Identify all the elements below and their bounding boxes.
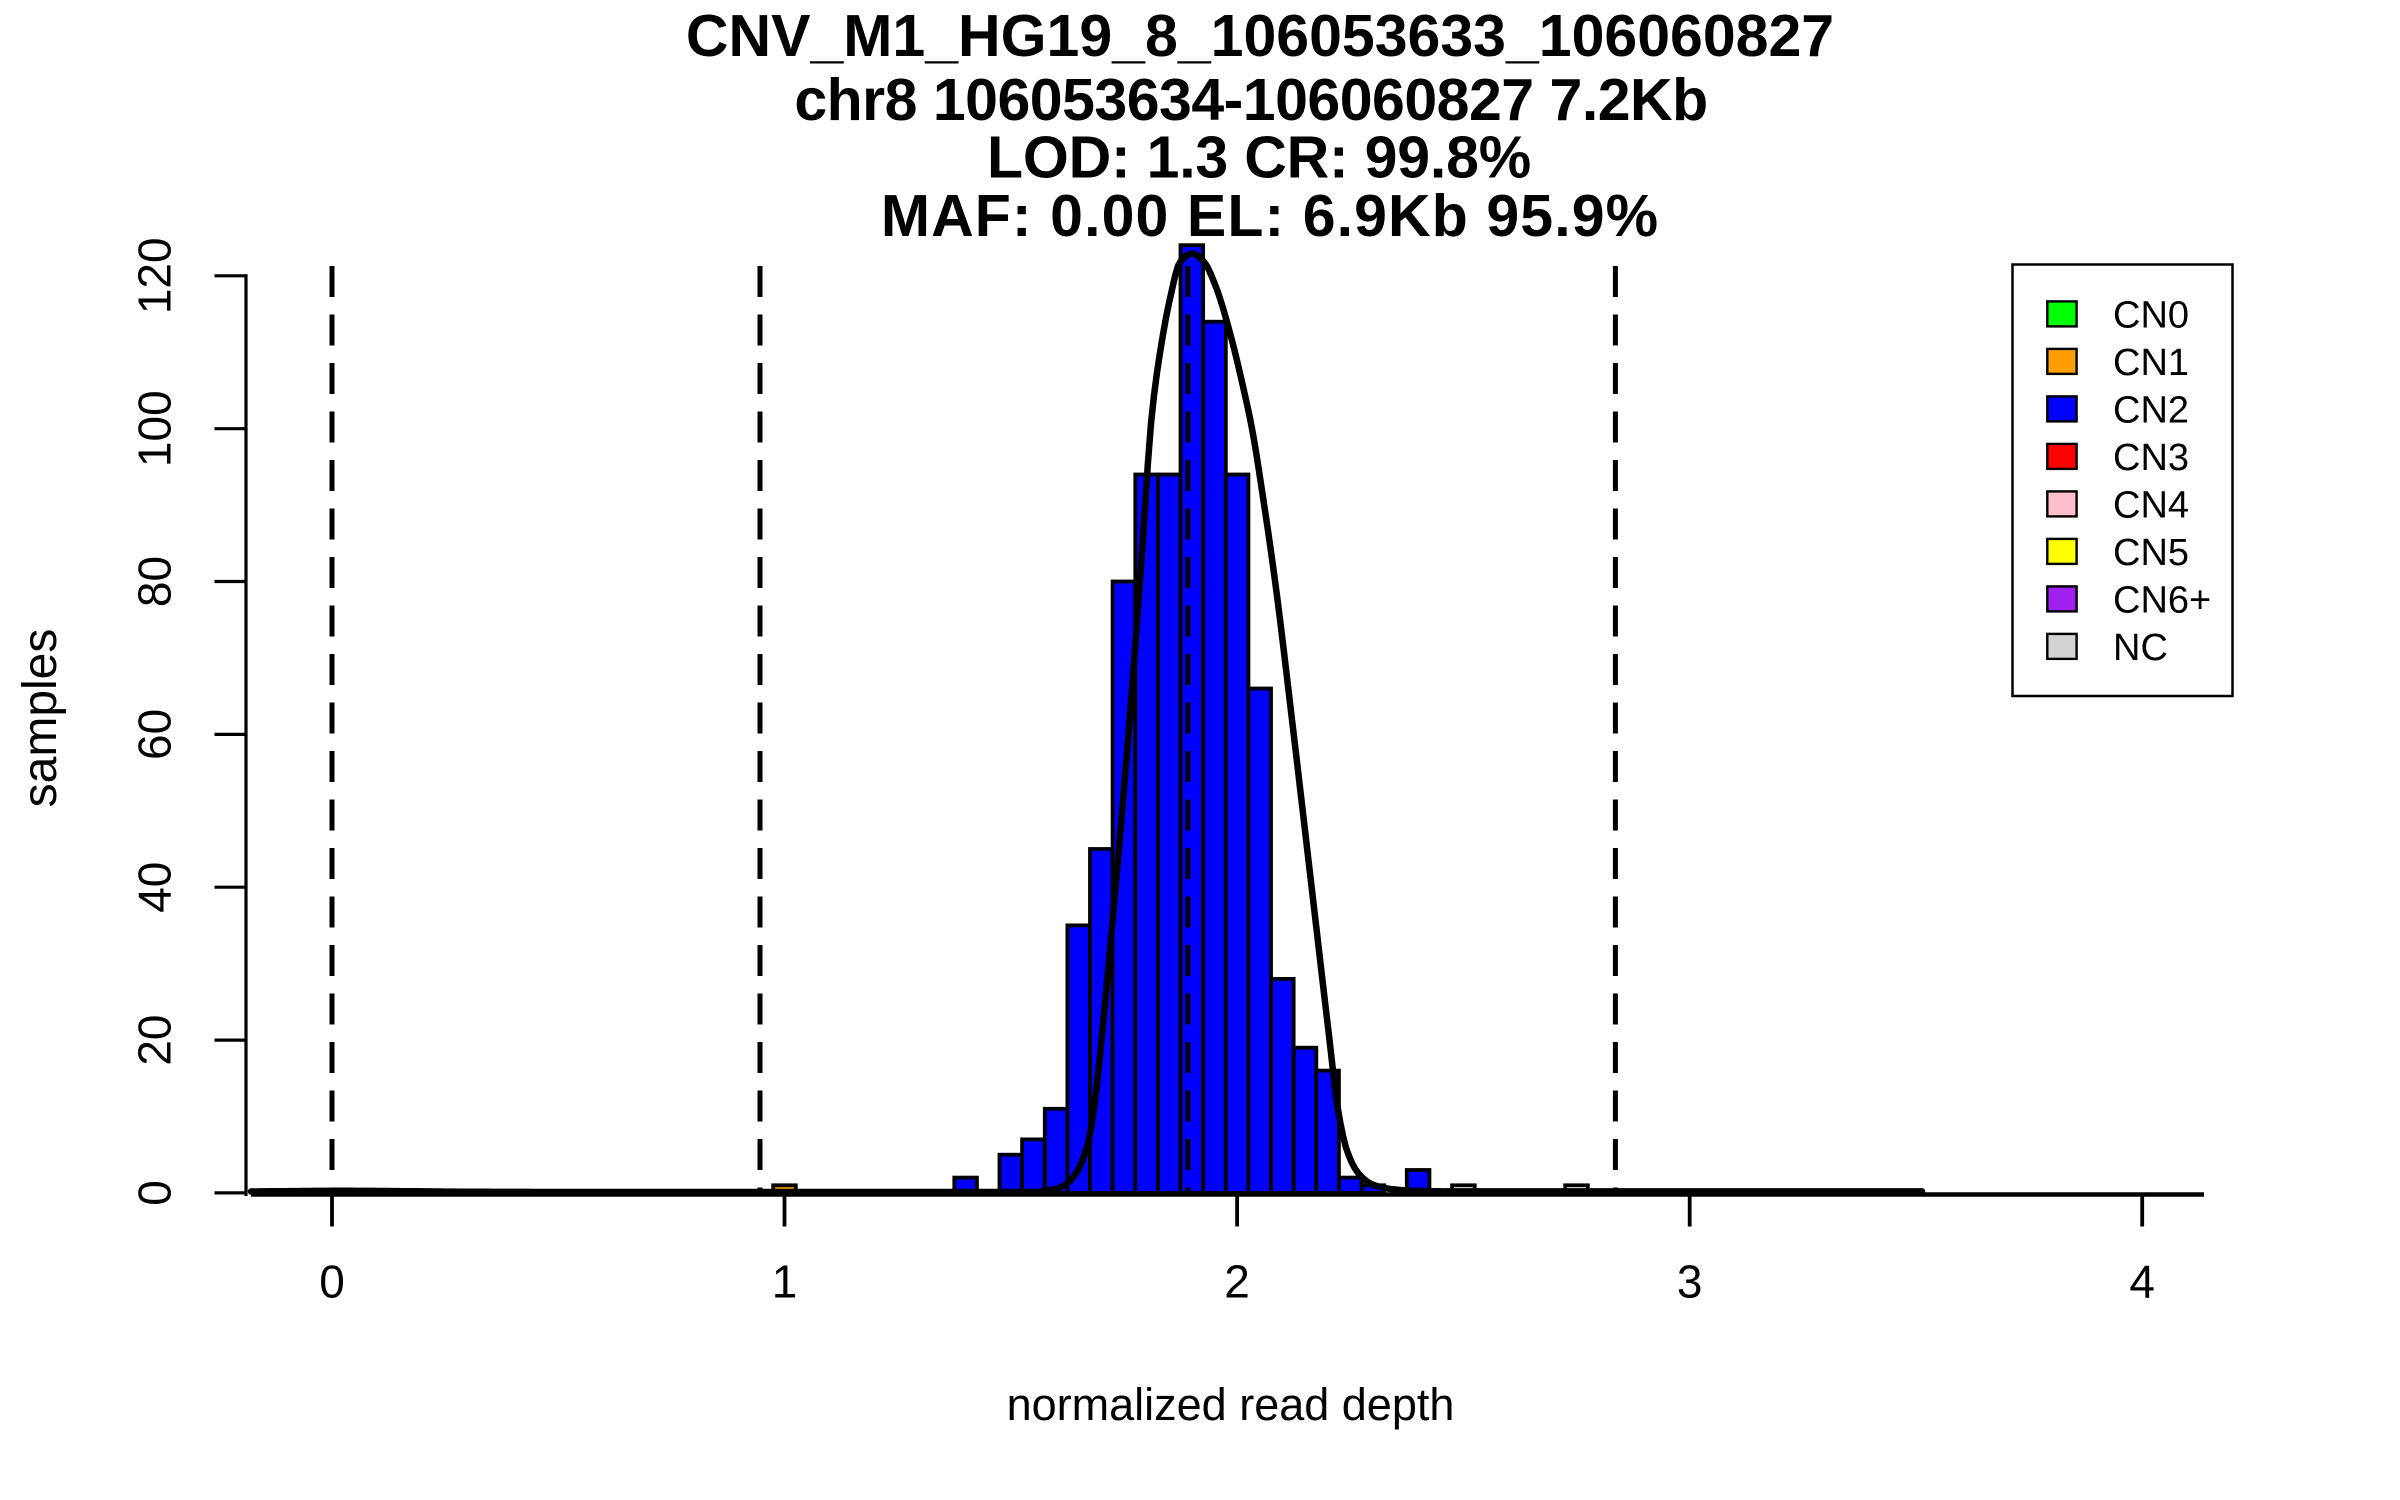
svg-text:CN4: CN4 <box>2113 484 2189 526</box>
svg-text:CN1: CN1 <box>2113 342 2189 384</box>
svg-text:40: 40 <box>129 862 181 913</box>
svg-text:chr8 106053634-106060827 7.2Kb: chr8 106053634-106060827 7.2Kb <box>794 67 1707 133</box>
svg-text:CN0: CN0 <box>2113 294 2189 336</box>
svg-text:CNV_M1_HG19_8_106053633_106060: CNV_M1_HG19_8_106053633_106060827 <box>686 3 1834 69</box>
svg-text:normalized read depth: normalized read depth <box>1007 1379 1455 1430</box>
svg-text:CN6+: CN6+ <box>2113 579 2211 621</box>
svg-text:80: 80 <box>129 556 181 607</box>
svg-text:CN2: CN2 <box>2113 389 2189 431</box>
svg-text:100: 100 <box>129 390 181 467</box>
svg-text:MAF: 0.00 EL: 6.9Kb 95.9%: MAF: 0.00 EL: 6.9Kb 95.9% <box>881 183 1659 249</box>
svg-text:NC: NC <box>2113 627 2168 669</box>
svg-text:samples: samples <box>14 629 67 808</box>
svg-text:1: 1 <box>772 1256 798 1308</box>
svg-text:LOD: 1.3 CR: 99.8%: LOD: 1.3 CR: 99.8% <box>987 125 1531 191</box>
svg-text:60: 60 <box>129 709 181 760</box>
svg-text:3: 3 <box>1677 1256 1703 1308</box>
svg-text:2: 2 <box>1224 1256 1250 1308</box>
svg-text:20: 20 <box>129 1015 181 1066</box>
svg-text:0: 0 <box>319 1256 345 1308</box>
svg-text:4: 4 <box>2129 1256 2155 1308</box>
svg-text:CN5: CN5 <box>2113 532 2189 574</box>
svg-text:0: 0 <box>129 1180 181 1206</box>
svg-text:120: 120 <box>129 237 181 314</box>
svg-text:CN3: CN3 <box>2113 437 2189 479</box>
